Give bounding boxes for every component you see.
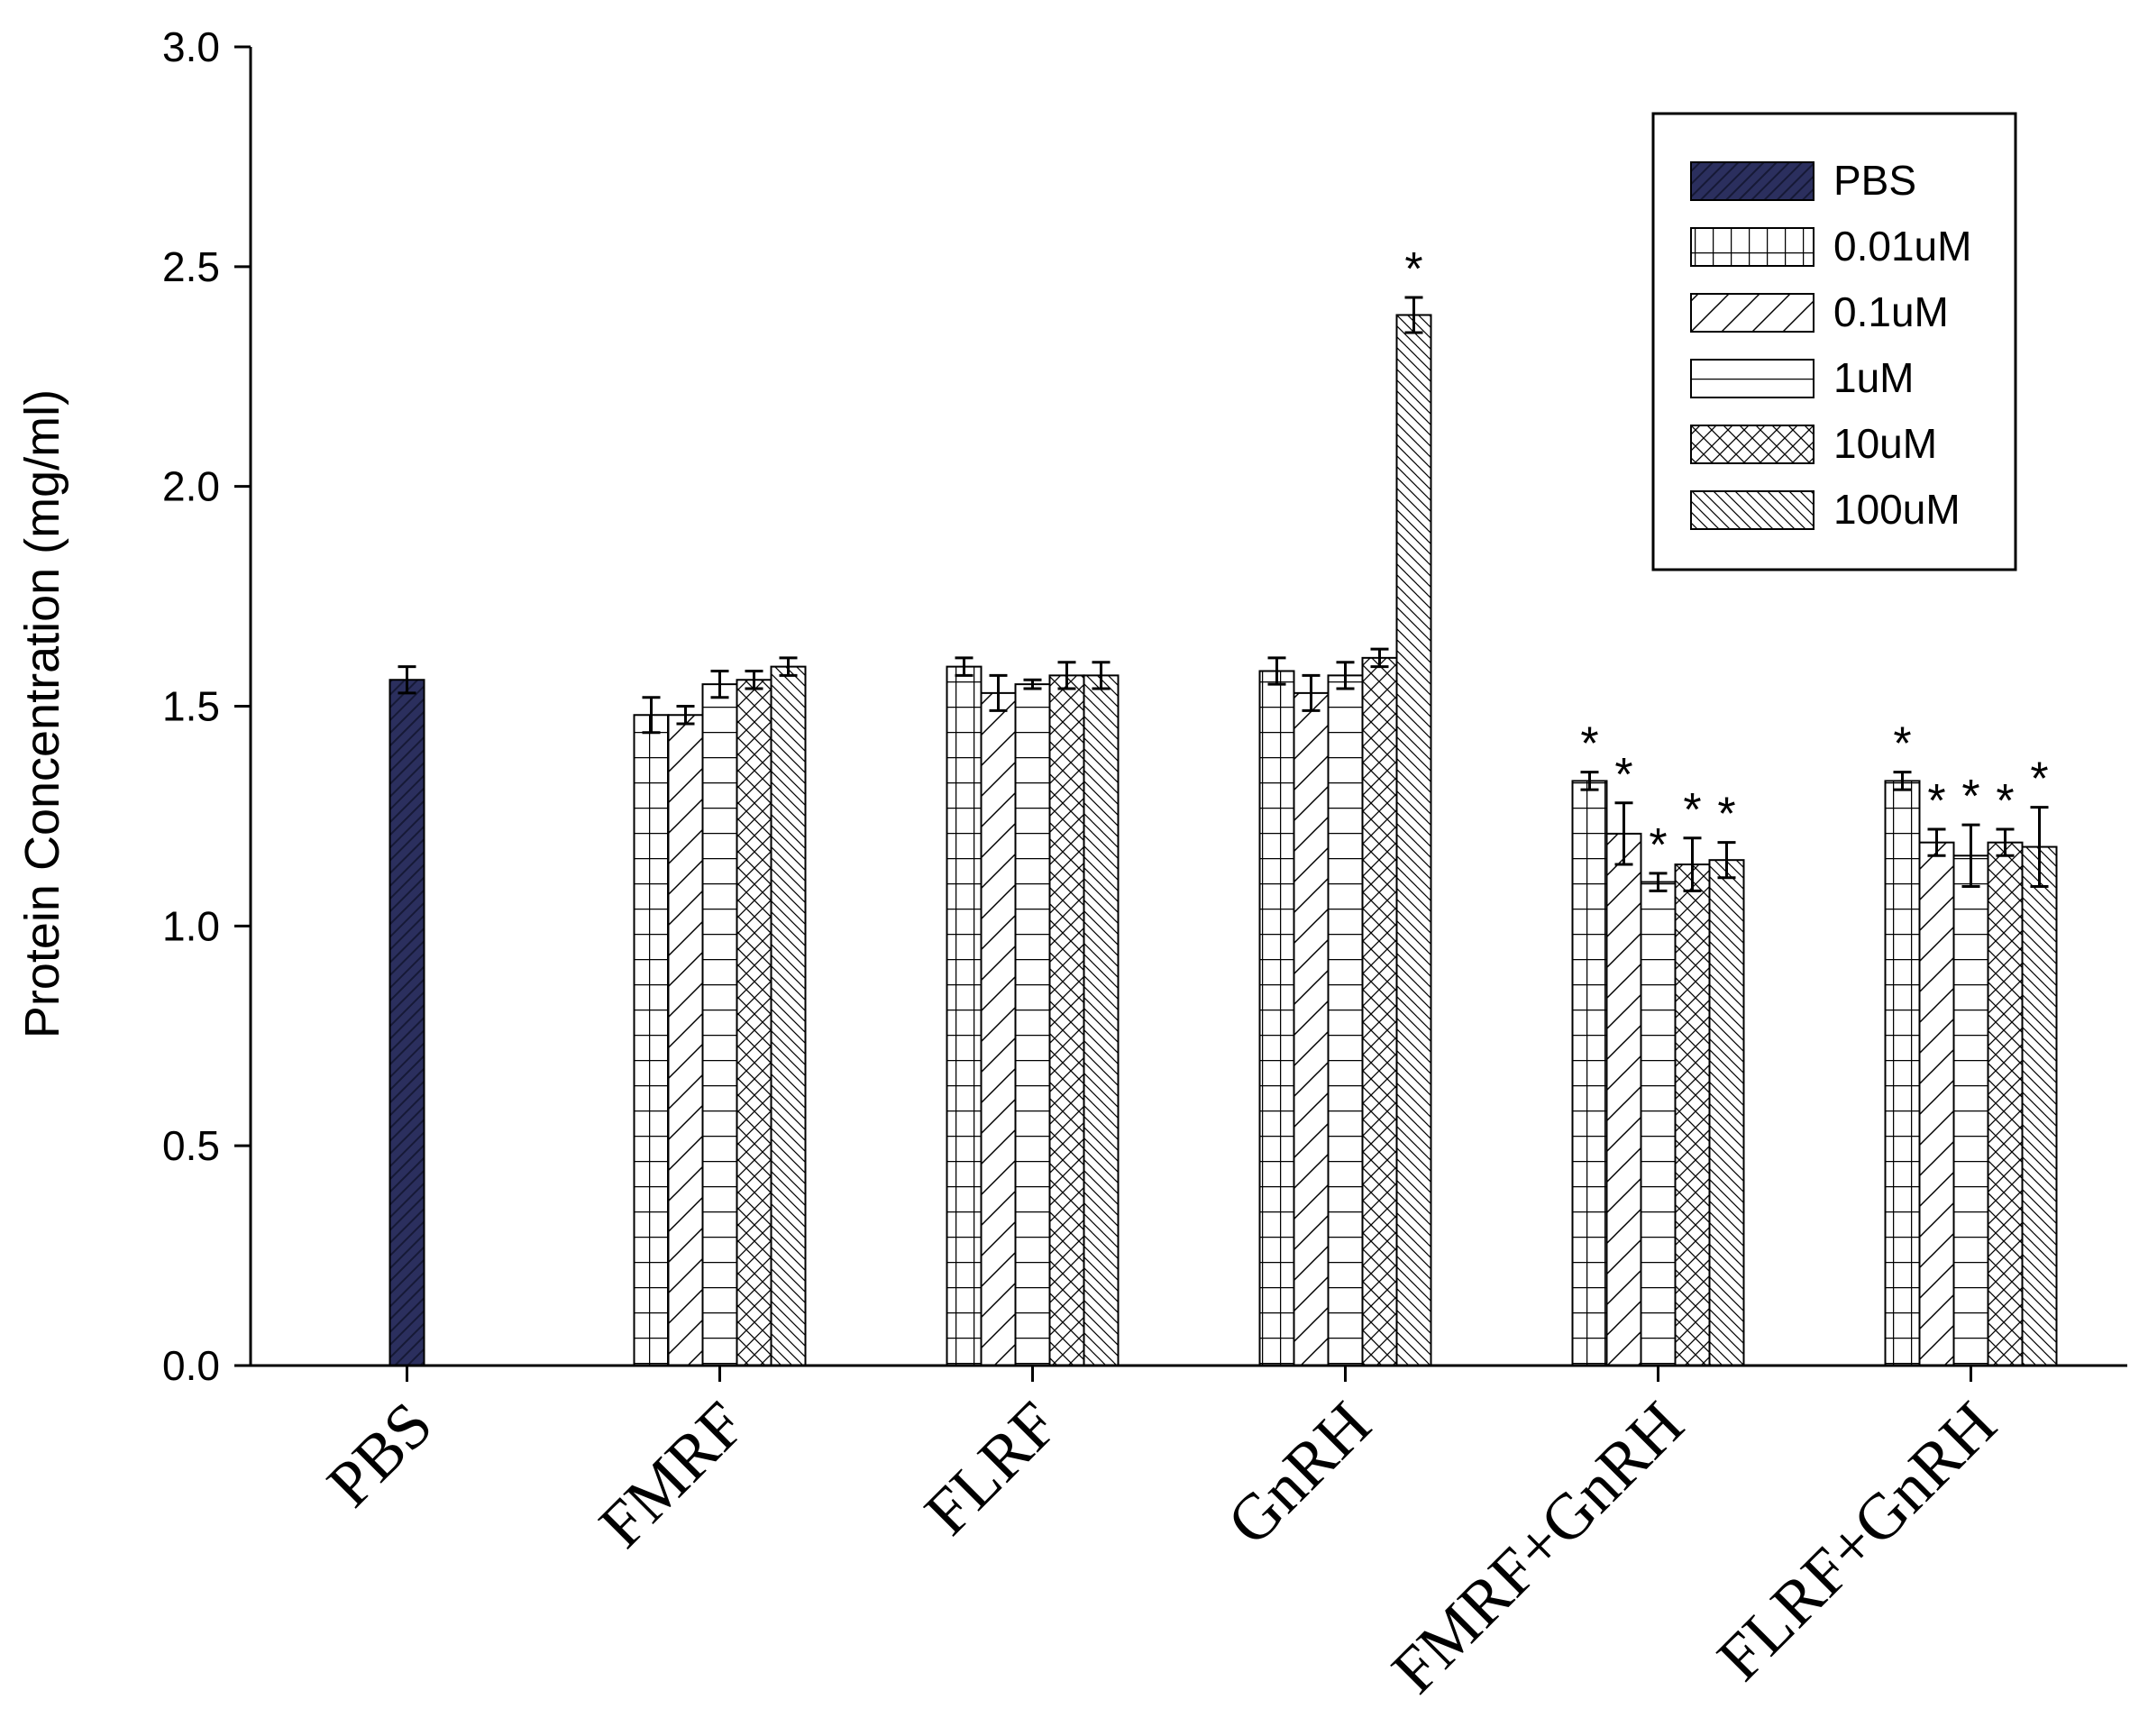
bar-flrf-gnrh-100um	[2021, 845, 2058, 1366]
x-tick-label: GnRH	[1213, 1388, 1385, 1559]
bar-control-pbs	[388, 679, 425, 1366]
bar-flrf-100um	[1083, 674, 1120, 1366]
bar-gnrh-0.01um	[1258, 670, 1295, 1366]
bar-flrf-gnrh-10um	[1987, 841, 2024, 1366]
legend-swatch	[1690, 161, 1814, 201]
legend-swatch	[1690, 293, 1814, 333]
bar-gnrh-100um-significance-marker: *	[1404, 243, 1422, 296]
bar-fmrf-gnrh-100um-significance-marker: *	[1717, 789, 1735, 841]
bar-fmrf-gnrh-0.01um	[1571, 780, 1608, 1366]
legend-label: 10uM	[1833, 420, 1937, 467]
legend-swatch	[1690, 490, 1814, 530]
y-tick-label: 2.5	[162, 243, 220, 290]
legend-swatch	[1690, 359, 1814, 398]
bar-flrf-gnrh-10um-significance-marker: *	[1996, 775, 2014, 827]
bar-flrf-gnrh-1um	[1952, 854, 1989, 1366]
y-tick-label: 2.0	[162, 463, 220, 510]
bar-fmrf-gnrh-10um	[1674, 863, 1711, 1366]
bar-flrf-gnrh-0.1um	[1918, 841, 1955, 1366]
legend-label: 1uM	[1833, 354, 1914, 401]
bar-fmrf-10um	[736, 679, 772, 1366]
bar-gnrh-10um	[1361, 656, 1398, 1366]
legend-label: PBS	[1833, 157, 1916, 204]
bar-fmrf-100um	[770, 665, 807, 1366]
legend-swatch	[1690, 227, 1814, 267]
bar-fmrf-gnrh-0.1um-significance-marker: *	[1614, 749, 1632, 801]
y-tick-label: 1.0	[162, 902, 220, 949]
bar-flrf-0.1um	[980, 691, 1017, 1366]
bar-fmrf-1um	[701, 683, 738, 1366]
bar-gnrh-0.1um	[1293, 691, 1330, 1366]
x-tick-label: FLRF	[911, 1388, 1072, 1549]
y-tick-label: 3.0	[162, 23, 220, 70]
x-tick-label: PBS	[314, 1388, 446, 1521]
bar-flrf-gnrh-100um-significance-marker: *	[2030, 754, 2048, 806]
bar-flrf-1um	[1014, 683, 1051, 1366]
bars-layer: * * * * * * * * * * *	[388, 243, 2058, 1366]
y-tick-label: 0.0	[162, 1342, 220, 1389]
y-tick-label: 0.5	[162, 1122, 220, 1169]
legend-label: 100uM	[1833, 486, 1961, 533]
bar-fmrf-gnrh-1um-significance-marker: *	[1649, 819, 1667, 872]
bar-flrf-10um	[1048, 674, 1085, 1366]
bar-fmrf-gnrh-10um-significance-marker: *	[1683, 784, 1701, 836]
bar-flrf-0.01um	[946, 665, 983, 1366]
bar-fmrf-gnrh-0.1um	[1605, 832, 1642, 1366]
bar-gnrh-100um	[1395, 314, 1432, 1366]
legend-label: 0.1uM	[1833, 288, 1949, 335]
bar-fmrf-0.01um	[633, 714, 670, 1366]
bar-flrf-gnrh-0.01um-significance-marker: *	[1893, 718, 1911, 771]
y-tick-label: 1.5	[162, 683, 220, 730]
legend-label: 0.01uM	[1833, 223, 1971, 270]
x-tick-label: FMRF+GnRH	[1378, 1388, 1697, 1707]
y-axis-label: Protein Concentration (mg/ml)	[15, 389, 69, 1038]
bar-fmrf-gnrh-0.01um-significance-marker: *	[1580, 718, 1598, 771]
legend: PBS 0.01uM 0.1uM 1uM 10uM 100uM	[1651, 112, 2017, 571]
bar-gnrh-1um	[1327, 674, 1364, 1366]
bar-fmrf-0.1um	[667, 714, 704, 1366]
bar-flrf-gnrh-1um-significance-marker: *	[1961, 771, 1979, 823]
bar-fmrf-gnrh-1um	[1640, 881, 1677, 1366]
bar-flrf-gnrh-0.01um	[1884, 780, 1921, 1366]
bar-fmrf-gnrh-100um	[1708, 859, 1745, 1366]
legend-swatch	[1690, 425, 1814, 464]
bar-flrf-gnrh-0.1um-significance-marker: *	[1927, 775, 1945, 827]
x-tick-label: FLRF+GnRH	[1704, 1388, 2010, 1695]
x-tick-label: FMRF	[585, 1388, 758, 1561]
